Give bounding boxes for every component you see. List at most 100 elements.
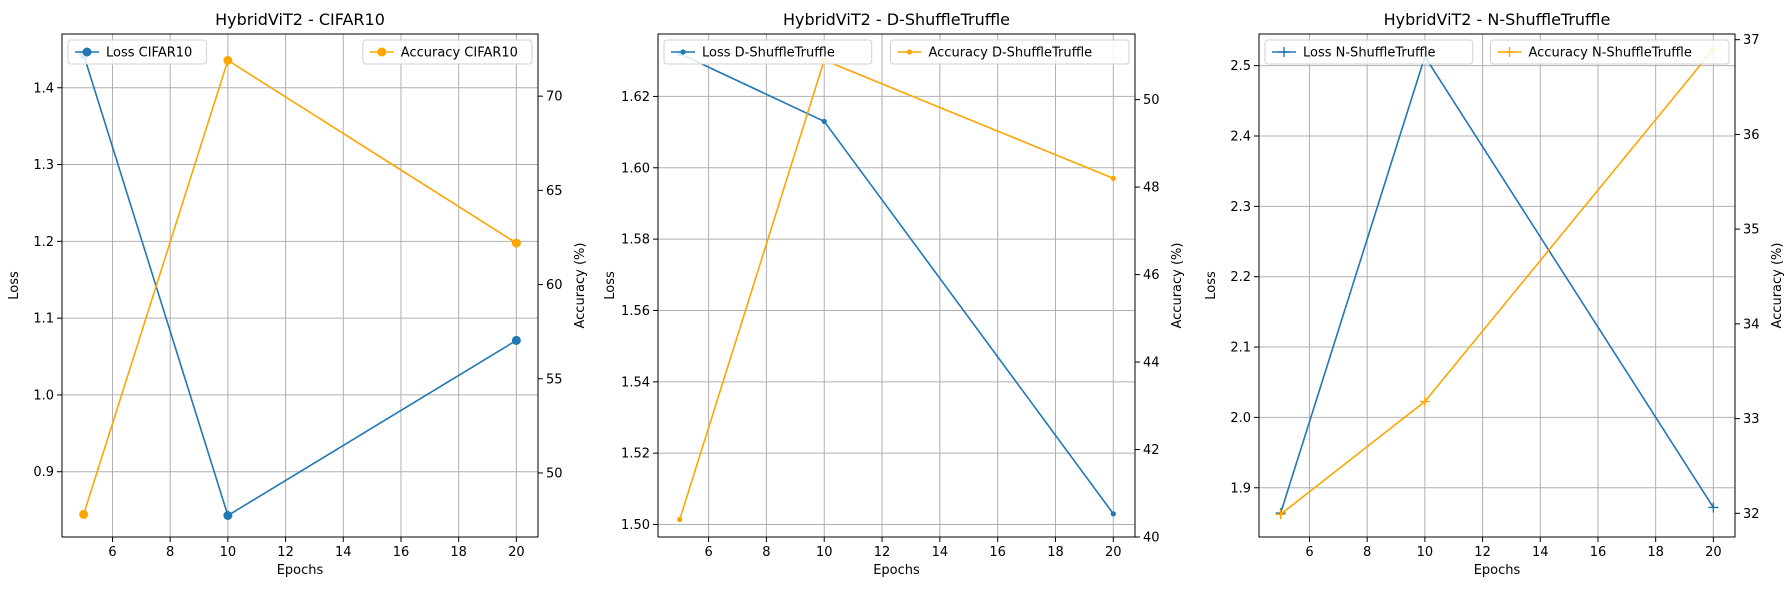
x-tick-label: 6 — [704, 545, 712, 560]
legend-accuracy: Accuracy D-ShuffleTruffle — [890, 39, 1130, 65]
legend-accuracy: Accuracy N-ShuffleTruffle — [1490, 39, 1730, 65]
y-tick-label: 1.1 — [33, 312, 54, 327]
y-tick-label: 1.60 — [621, 161, 650, 176]
y-tick-label: 0.9 — [33, 465, 54, 480]
axes-frame — [1258, 33, 1736, 538]
y-tick-label: 2.5 — [1230, 59, 1251, 74]
y2-tick-label: 32 — [1743, 507, 1760, 522]
y2-tick-label: 50 — [1143, 93, 1160, 108]
x-axis-label: Epochs — [873, 563, 920, 578]
x-tick-label: 16 — [1590, 545, 1607, 560]
data-point — [1419, 396, 1430, 407]
y2-axis-label: Accuracy (%) — [1770, 243, 1785, 329]
legend-box — [663, 39, 873, 65]
y2-tick-label: 35 — [1743, 223, 1760, 238]
y2-tick-label: 46 — [1143, 268, 1160, 283]
y-tick-label: 1.58 — [621, 233, 650, 248]
data-point — [1708, 502, 1719, 513]
data-point — [1110, 175, 1116, 181]
x-tick-label: 20 — [1105, 545, 1122, 560]
y2-tick-label: 65 — [546, 184, 563, 199]
legend-loss: Loss N-ShuffleTruffle — [1264, 39, 1474, 65]
series-line-accuracy — [82, 59, 517, 515]
x-tick-label: 8 — [166, 545, 174, 560]
data-point — [223, 55, 233, 65]
legend-loss: Loss D-ShuffleTruffle — [663, 39, 873, 65]
y2-tick-label: 33 — [1743, 412, 1760, 427]
axes-frame — [657, 33, 1136, 538]
y-tick-label: 1.62 — [621, 90, 650, 105]
legend-accuracy: Accuracy CIFAR10 — [362, 39, 533, 65]
x-tick-label: 8 — [762, 545, 770, 560]
y-tick-label: 1.2 — [33, 235, 54, 250]
legend-label: Loss N-ShuffleTruffle — [1303, 46, 1436, 61]
legend-box — [890, 39, 1130, 65]
y-tick-label: 1.0 — [33, 388, 54, 403]
y-tick-label: 2.4 — [1230, 130, 1251, 145]
y2-axis-label: Accuracy (%) — [1170, 243, 1185, 329]
y-tick-label: 2.0 — [1230, 411, 1251, 426]
series-line-loss — [82, 54, 517, 517]
y2-tick-label: 44 — [1143, 356, 1160, 371]
x-axis-label: Epochs — [1474, 563, 1521, 578]
x-tick-label: 12 — [1474, 545, 1491, 560]
y-tick-label: 1.56 — [621, 304, 650, 319]
data-point — [821, 118, 827, 125]
x-tick-label: 20 — [1705, 545, 1722, 560]
chart-panel-1: 6 8 10 12 14 16 18 20 0.9 1.0 1.1 1.2 1.3 1.4 50 55 60 65… — [7, 10, 588, 578]
y-tick-label: 2.2 — [1230, 270, 1251, 285]
x-tick-label: 10 — [816, 545, 833, 560]
x-tick-label: 14 — [932, 545, 949, 560]
data-point — [511, 238, 521, 248]
x-tick-label: 12 — [874, 545, 891, 560]
legend-box — [362, 39, 533, 65]
y-axis-label: Loss — [603, 271, 618, 300]
x-tick-label: 12 — [277, 545, 294, 560]
y-tick-label: 2.3 — [1230, 200, 1251, 215]
y2-tick-label: 37 — [1743, 33, 1760, 48]
y2-tick-label: 70 — [546, 90, 563, 105]
y-tick-label: 1.3 — [33, 158, 54, 173]
legend-label: Loss D-ShuffleTruffle — [702, 46, 835, 61]
y-tick-label: 1.52 — [621, 447, 650, 462]
x-tick-label: 10 — [1417, 545, 1434, 560]
legend-loss: Loss CIFAR10 — [67, 39, 207, 65]
y2-tick-label: 36 — [1743, 128, 1760, 143]
data-point — [223, 510, 233, 520]
chart-panel-3: 6 8 10 12 14 16 18 20 1.9 2.0 2.1 2.2 2.3 2.4 2.5 32 33 3… — [1204, 10, 1785, 578]
y2-tick-label: 48 — [1143, 181, 1160, 196]
legend-swatch-marker — [82, 47, 92, 57]
y-tick-label: 2.1 — [1230, 341, 1251, 356]
y-axis-label: Loss — [7, 271, 22, 300]
data-point — [677, 516, 683, 523]
legend-box — [1264, 39, 1474, 65]
y2-tick-label: 60 — [546, 278, 563, 293]
y-tick-label: 1.50 — [621, 518, 650, 533]
chart-title: HybridViT2 - CIFAR10 — [215, 10, 385, 29]
x-tick-label: 18 — [450, 545, 467, 560]
series-line-accuracy — [1280, 48, 1714, 515]
data-point — [511, 335, 521, 345]
series-line-accuracy — [678, 59, 1114, 520]
y2-axis-label: Accuracy (%) — [573, 243, 588, 329]
legend-label: Accuracy CIFAR10 — [401, 46, 518, 61]
chart-panel-2: 6 8 10 12 14 16 18 20 1.50 1.52 1.54 1.56 1.58 1.60 1.… — [603, 10, 1185, 578]
y2-tick-label: 34 — [1743, 317, 1760, 332]
y2-tick-label: 40 — [1143, 531, 1160, 546]
x-tick-label: 6 — [1305, 545, 1313, 560]
y-tick-label: 1.9 — [1230, 481, 1251, 496]
legend-swatch-marker — [1504, 47, 1515, 57]
x-tick-label: 18 — [1647, 545, 1664, 560]
x-tick-label: 14 — [1532, 545, 1549, 560]
series-line-loss — [679, 52, 1114, 515]
legend-swatch-marker — [680, 49, 686, 55]
legend-box — [1490, 39, 1730, 65]
legend-swatch-marker — [377, 47, 387, 57]
x-tick-label: 16 — [989, 545, 1006, 560]
x-tick-label: 20 — [508, 545, 525, 560]
chart-title: HybridViT2 - D-ShuffleTruffle — [783, 10, 1010, 29]
x-axis-label: Epochs — [277, 563, 324, 578]
chart-title: HybridViT2 - N-ShuffleTruffle — [1384, 10, 1611, 29]
legend-swatch-marker — [1279, 47, 1289, 57]
x-tick-label: 18 — [1047, 545, 1064, 560]
